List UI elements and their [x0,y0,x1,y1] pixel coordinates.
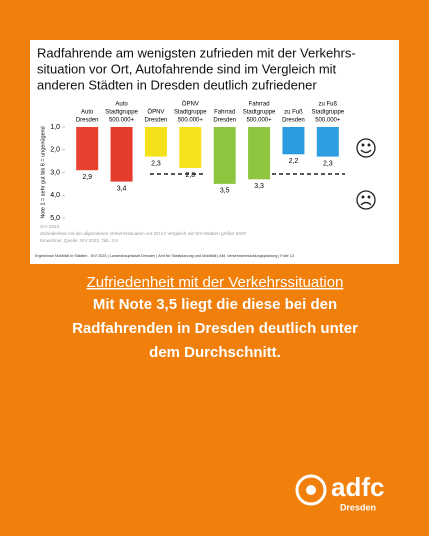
smiley-sad [356,190,376,210]
smiley-happy [356,138,376,158]
x-category-label: Stadtgruppe [174,110,207,116]
x-category-label: Dresden [282,118,305,124]
chart-title: anderen Städten in Dresden deutlich zufr… [37,77,317,92]
heading: Zufriedenheit mit der Verkehrssituation [87,274,344,291]
note: SrV 2023 [40,224,60,229]
bar [282,127,305,155]
y-tick-label: 2,0 [50,147,60,154]
bar [316,127,339,157]
body-line: dem Durchschnitt. [149,344,281,361]
bar [76,127,99,171]
x-category-label: Dresden [145,118,168,124]
footer: Ergebnisse Mobilität in Städten - SrV 20… [35,254,294,258]
y-tick-label: 4,0 [50,192,60,199]
value-label: 2,3 [323,160,333,167]
logo: adfc [331,472,384,502]
x-category-label: Fahrrad [214,110,235,116]
x-category-label: ÖPNV [182,101,199,108]
bar [213,127,236,184]
value-label: 3,3 [254,183,264,190]
x-category-label: Stadtgruppe [105,110,138,116]
note: Zufriedenheit mit der allgemeinen Verkeh… [40,231,246,236]
y-tick-label: 5,0 [50,215,60,222]
x-category-label: Stadtgruppe [311,110,344,116]
bar [179,127,202,168]
logo-sub: Dresden [340,502,376,512]
y-tick-label: 1,0 [50,124,60,131]
x-category-label: ÖPNV [147,109,164,116]
x-category-label: Stadtgruppe [243,110,276,116]
y-axis-label: Note 1 = sehr gut bis 6 = ungenügend [40,126,46,218]
value-label: 3,4 [117,185,127,192]
body-line: Radfahrenden in Dresden deutlich unter [72,320,358,337]
chart-title: Radfahrende am wenigsten zufrieden mit d… [37,45,356,60]
bar [144,127,167,157]
x-category-label: 500.000+ [109,118,135,124]
bar [248,127,271,180]
x-category-label: 500.000+ [178,118,204,124]
note: Einwohner, Quelle: SrV 2023, Tab. 3.9 [40,238,118,243]
x-category-label: Dresden [213,118,236,124]
x-category-label: Auto [81,110,94,116]
x-category-label: 500.000+ [315,118,341,124]
y-tick-label: 3,0 [50,169,60,176]
x-category-label: Dresden [76,118,99,124]
logo-icon-dot [306,485,316,495]
value-label: 2,9 [82,174,92,181]
body-line: Mit Note 3,5 liegt die diese bei den [93,296,337,313]
value-label: 3,5 [220,188,230,195]
logo-icon [295,474,327,506]
x-category-label: zu Fuß [284,110,303,116]
x-category-label: zu Fuß [318,102,337,108]
bar [110,127,133,182]
x-category-label: Fahrrad [249,102,270,108]
chart-title: situation vor Ort, Autofahrende sind im … [37,61,337,76]
x-category-label: 500.000+ [246,118,272,124]
x-category-label: Auto [115,102,128,108]
value-label: 2,2 [289,158,299,165]
value-label: 2,3 [151,160,161,167]
value-label: 2,8 [185,172,195,179]
